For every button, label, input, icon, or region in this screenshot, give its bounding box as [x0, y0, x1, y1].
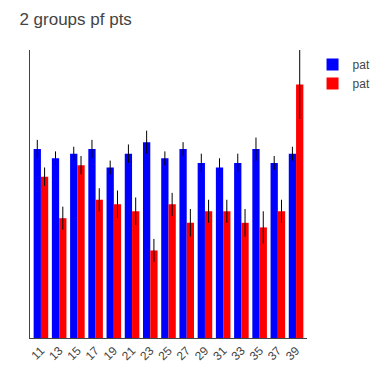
svg-text:25: 25	[156, 344, 176, 364]
svg-text:39: 39	[283, 344, 303, 364]
svg-text:pat: pat	[353, 77, 370, 91]
svg-text:17: 17	[83, 344, 103, 364]
svg-text:21: 21	[119, 344, 139, 364]
svg-text:pat: pat	[353, 58, 370, 72]
svg-text:19: 19	[101, 344, 121, 364]
svg-text:31: 31	[210, 344, 230, 364]
svg-text:11: 11	[29, 344, 48, 363]
svg-text:27: 27	[174, 344, 194, 364]
svg-text:29: 29	[192, 344, 212, 364]
svg-text:15: 15	[64, 344, 84, 364]
svg-text:2 groups pf pts: 2 groups pf pts	[19, 10, 131, 29]
svg-text:13: 13	[46, 344, 66, 364]
svg-text:23: 23	[137, 344, 157, 364]
svg-text:35: 35	[247, 344, 267, 364]
svg-text:33: 33	[228, 344, 248, 364]
svg-text:37: 37	[265, 344, 285, 364]
